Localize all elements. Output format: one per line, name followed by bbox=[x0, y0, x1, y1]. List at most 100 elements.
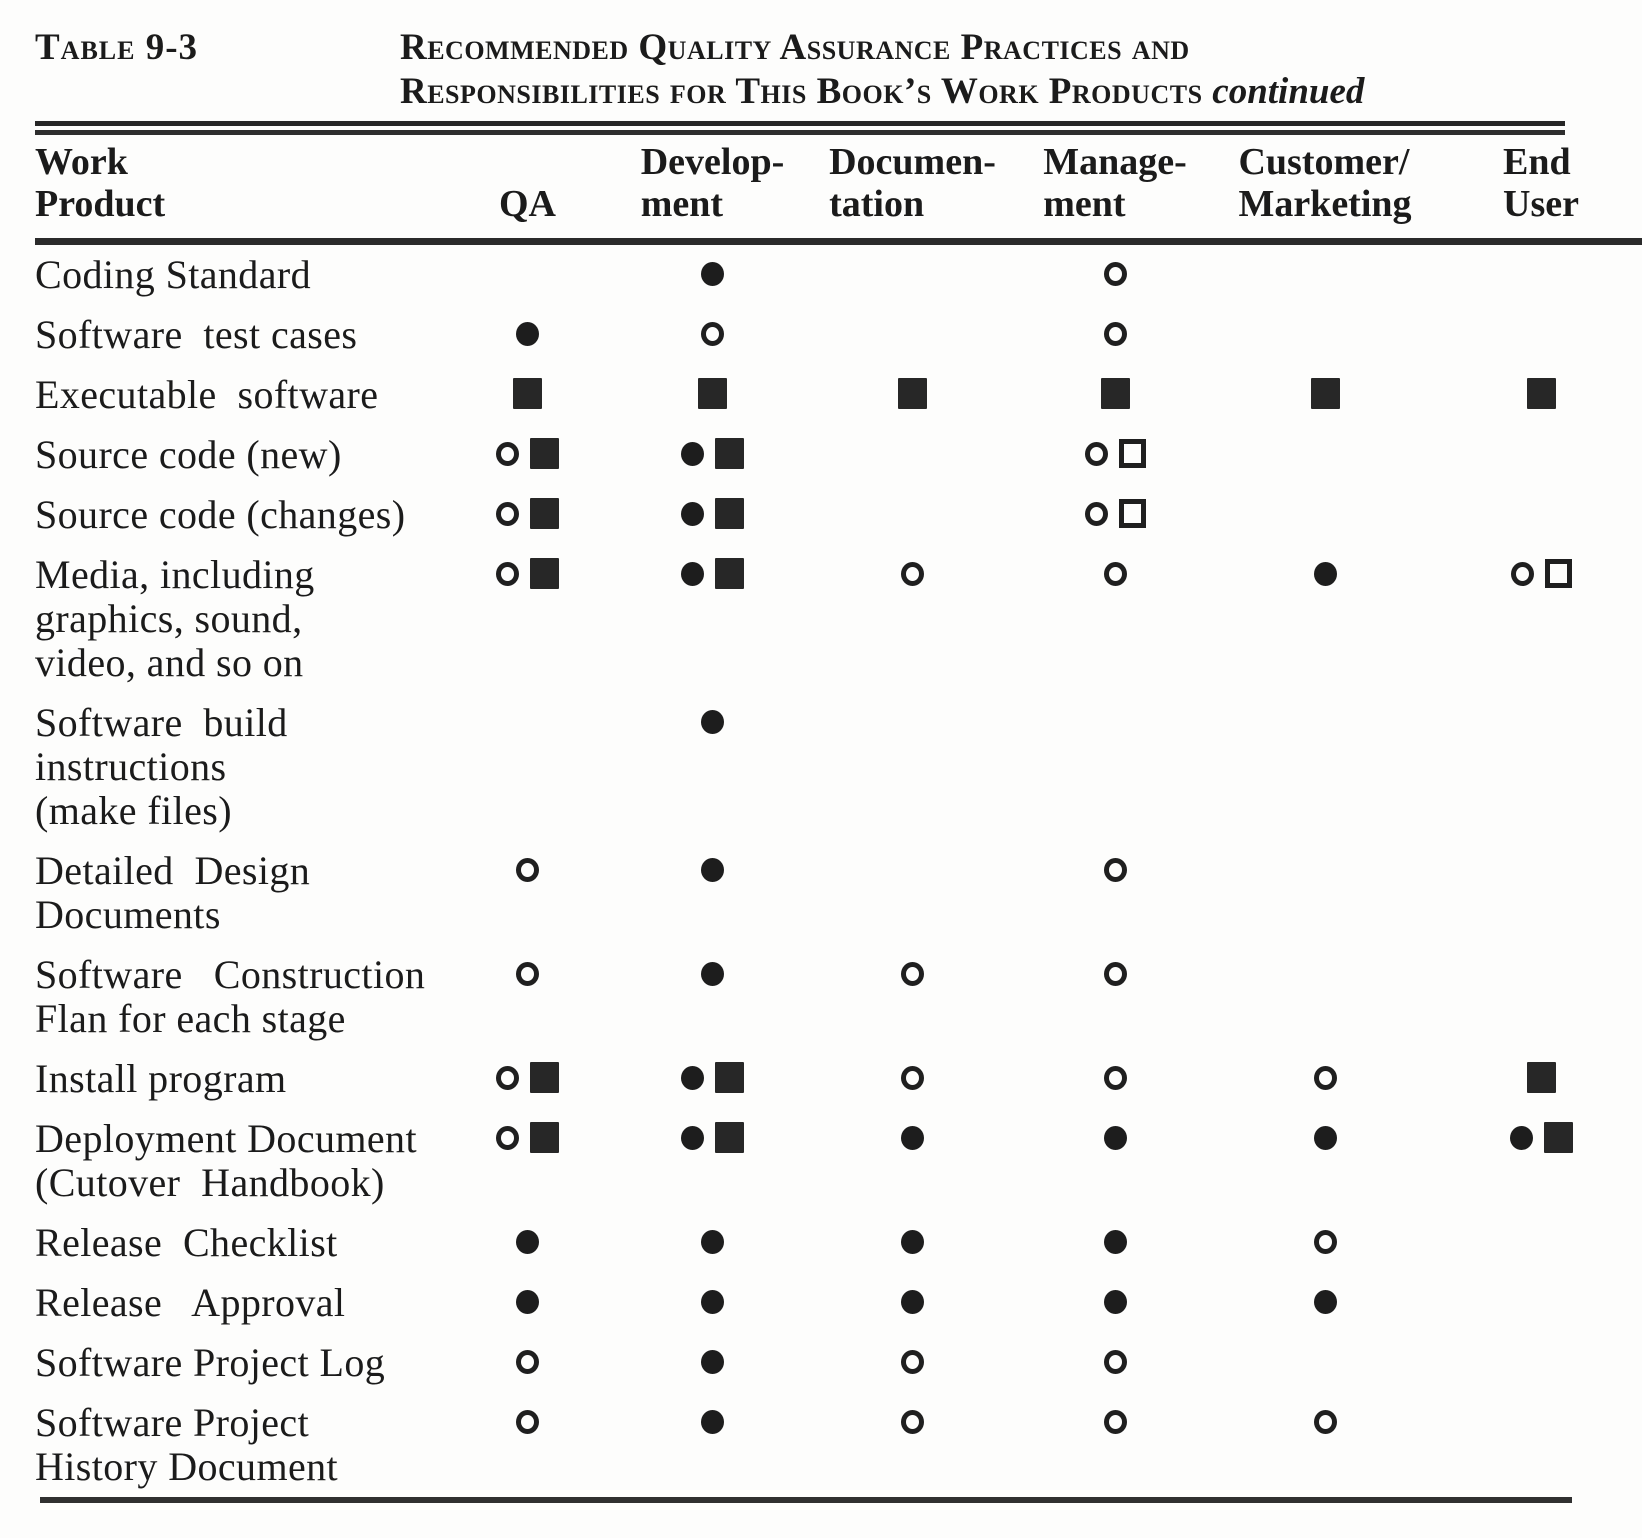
table-row: Software build instructions (make files) bbox=[35, 693, 1642, 841]
cell-documentation bbox=[815, 305, 1010, 365]
filled-circle-icon bbox=[1313, 561, 1337, 586]
work-product-name: Detailed Design Documents bbox=[35, 848, 311, 937]
cell-management bbox=[1010, 1213, 1220, 1273]
open-circle-icon bbox=[901, 961, 924, 986]
column-header-label: Manage- ment bbox=[1043, 141, 1187, 225]
cell-qa bbox=[445, 1393, 610, 1497]
filled-square-icon bbox=[1100, 378, 1130, 410]
table-row: Software Construction Flan for each stag… bbox=[35, 945, 1642, 1049]
filled-circle-icon bbox=[516, 1229, 539, 1254]
cell-management bbox=[1010, 841, 1220, 945]
cell-end-user bbox=[1430, 945, 1642, 1049]
open-circle-icon bbox=[901, 1065, 924, 1090]
open-circle-icon bbox=[1103, 1349, 1127, 1374]
cell-qa bbox=[445, 1109, 610, 1213]
filled-circle-icon bbox=[516, 321, 539, 346]
cell-management bbox=[1010, 1109, 1220, 1213]
filled-square-icon bbox=[715, 1122, 744, 1154]
filled-circle-icon bbox=[1103, 1289, 1127, 1314]
cell-documentation bbox=[815, 1109, 1010, 1213]
scanned-book-page: Table 9-3 Recommended Quality Assurance … bbox=[35, 27, 1642, 1503]
filled-square-icon bbox=[715, 438, 744, 470]
cell-development bbox=[610, 425, 815, 485]
filled-circle-icon bbox=[901, 1125, 924, 1150]
filled-circle-icon bbox=[701, 857, 724, 882]
filled-circle-icon bbox=[681, 501, 704, 526]
cell-development bbox=[610, 1109, 815, 1213]
table-row: Software Project History Document bbox=[35, 1393, 1642, 1497]
work-product-name: Install program bbox=[35, 1056, 287, 1101]
cell-customer-marketing bbox=[1220, 485, 1430, 545]
bottom-rule bbox=[40, 1497, 1572, 1503]
open-circle-icon bbox=[1084, 501, 1108, 526]
column-header-end-user: End User bbox=[1430, 135, 1642, 245]
cell-management bbox=[1010, 242, 1220, 306]
column-header-label: Customer/ Marketing bbox=[1238, 141, 1412, 225]
column-header-label: Develop- ment bbox=[640, 141, 785, 225]
table-row: Deployment Document (Cutover Handbook) bbox=[35, 1109, 1642, 1213]
open-circle-icon bbox=[496, 561, 519, 586]
cell-development bbox=[610, 1049, 815, 1109]
open-circle-icon bbox=[1103, 1409, 1127, 1434]
cell-documentation bbox=[815, 1049, 1010, 1109]
cell-qa bbox=[445, 485, 610, 545]
filled-square-icon bbox=[530, 438, 559, 470]
filled-circle-icon bbox=[901, 1289, 924, 1314]
cell-qa bbox=[445, 1333, 610, 1393]
table-row: Media, including graphics, sound, video,… bbox=[35, 545, 1642, 693]
cell-qa bbox=[445, 305, 610, 365]
cell-customer-marketing bbox=[1220, 1273, 1430, 1333]
open-circle-icon bbox=[701, 321, 724, 346]
open-square-icon bbox=[1118, 439, 1146, 469]
cell-development bbox=[610, 545, 815, 693]
cell-qa bbox=[445, 1213, 610, 1273]
cell-documentation bbox=[815, 945, 1010, 1049]
filled-circle-icon bbox=[1103, 1125, 1127, 1150]
work-product-name: Media, including graphics, sound, video,… bbox=[35, 552, 315, 685]
table-row: Install program bbox=[35, 1049, 1642, 1109]
cell-management bbox=[1010, 945, 1220, 1049]
cell-development bbox=[610, 1333, 815, 1393]
cell-end-user bbox=[1430, 365, 1642, 425]
filled-square-icon bbox=[698, 378, 727, 410]
work-product-name: Deployment Document (Cutover Handbook) bbox=[35, 1116, 417, 1205]
open-circle-icon bbox=[496, 441, 519, 466]
open-circle-icon bbox=[516, 1349, 539, 1374]
open-circle-icon bbox=[1313, 1065, 1337, 1090]
filled-circle-icon bbox=[681, 1065, 704, 1090]
filled-square-icon bbox=[530, 558, 559, 590]
cell-end-user bbox=[1430, 1049, 1642, 1109]
cell-customer-marketing bbox=[1220, 425, 1430, 485]
cell-end-user bbox=[1430, 1393, 1642, 1497]
cell-development bbox=[610, 1213, 815, 1273]
table-row: Release Approval bbox=[35, 1273, 1642, 1333]
filled-square-icon bbox=[530, 498, 559, 530]
cell-customer-marketing bbox=[1220, 242, 1430, 306]
open-circle-icon bbox=[901, 1409, 924, 1434]
cell-customer-marketing bbox=[1220, 841, 1430, 945]
table-title-line2: Responsibilities for This Book’s Work Pr… bbox=[400, 70, 1364, 114]
table-label: Table 9-3 bbox=[35, 27, 199, 68]
work-product-name: Source code (changes) bbox=[35, 492, 406, 537]
cell-documentation bbox=[815, 365, 1010, 425]
cell-end-user bbox=[1430, 841, 1642, 945]
filled-square-icon bbox=[715, 1062, 744, 1094]
cell-end-user bbox=[1430, 693, 1642, 841]
cell-management bbox=[1010, 1333, 1220, 1393]
table-title-line1: Recommended Quality Assurance Practices … bbox=[400, 27, 1190, 68]
cell-end-user bbox=[1430, 1213, 1642, 1273]
open-circle-icon bbox=[1313, 1409, 1337, 1434]
cell-qa bbox=[445, 1049, 610, 1109]
filled-circle-icon bbox=[516, 1289, 539, 1314]
open-circle-icon bbox=[901, 1349, 924, 1374]
cell-development bbox=[610, 945, 815, 1049]
table-title-continued: continued bbox=[1212, 71, 1365, 112]
work-product-name: Coding Standard bbox=[35, 252, 311, 297]
cell-end-user bbox=[1430, 425, 1642, 485]
table-title-line2-text: Responsibilities for This Book’s Work Pr… bbox=[400, 71, 1203, 112]
table-row: Software Project Log bbox=[35, 1333, 1642, 1393]
title-double-rule bbox=[35, 121, 1565, 135]
cell-end-user bbox=[1430, 242, 1642, 306]
cell-end-user bbox=[1430, 485, 1642, 545]
cell-documentation bbox=[815, 425, 1010, 485]
